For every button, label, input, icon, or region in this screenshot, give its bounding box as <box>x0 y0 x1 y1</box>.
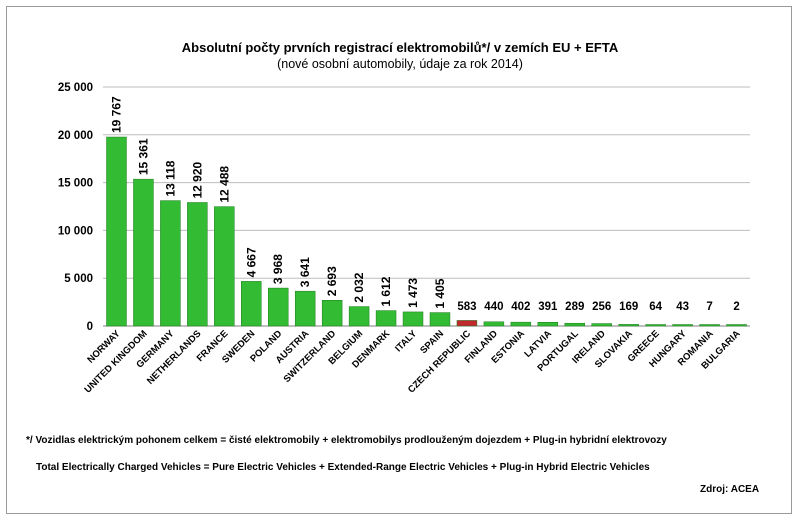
bar <box>672 324 693 327</box>
y-tick-label: 10 000 <box>58 225 93 237</box>
bar <box>483 321 505 327</box>
source-label: Zdroj: ACEA <box>700 484 760 495</box>
bar <box>321 300 343 327</box>
y-tick-label: 15 000 <box>58 178 93 190</box>
bar <box>726 324 747 327</box>
bar <box>456 320 478 327</box>
data-label: 7 <box>706 301 712 313</box>
bar <box>160 200 181 327</box>
bar <box>133 178 154 327</box>
data-label: 583 <box>457 301 476 313</box>
data-label: 1 473 <box>406 278 420 308</box>
bar <box>268 287 289 327</box>
bar <box>618 324 639 327</box>
bar <box>591 323 612 327</box>
bar <box>402 311 424 327</box>
chart-subtitle: (nové osobní automobily, údaje za rok 20… <box>277 57 523 71</box>
data-label: 2 <box>733 301 739 313</box>
footnote-cz: */ Vozidlas elektrickým pohonem celkem =… <box>26 435 667 446</box>
data-label: 3 641 <box>298 257 312 287</box>
data-label: 402 <box>511 301 530 313</box>
data-label: 2 693 <box>325 266 339 296</box>
data-label: 1 405 <box>433 278 447 308</box>
data-label: 1 612 <box>379 276 393 306</box>
data-label: 43 <box>676 301 689 313</box>
data-label: 169 <box>619 301 638 313</box>
data-label: 289 <box>565 301 584 313</box>
bar <box>429 312 451 327</box>
footnote-en: Total Electrically Charged Vehicles = Pu… <box>36 462 650 473</box>
bar <box>564 322 585 327</box>
bar <box>294 290 316 327</box>
data-label: 256 <box>592 301 611 313</box>
bar <box>214 206 235 327</box>
bar <box>699 324 720 327</box>
bar <box>106 136 127 327</box>
y-tick-label: 25 000 <box>58 82 93 94</box>
bar <box>537 322 559 327</box>
data-label: 440 <box>484 301 503 313</box>
x-tick-label: ITALY <box>393 328 420 355</box>
data-label: 64 <box>649 301 662 313</box>
data-label: 3 968 <box>271 254 285 284</box>
data-label: 19 767 <box>109 96 123 133</box>
y-tick-label: 20 000 <box>58 130 93 142</box>
bar <box>348 306 370 327</box>
bar <box>510 321 532 327</box>
bar <box>187 202 208 327</box>
chart-title: Absolutní počty prvních registrací elekt… <box>181 40 619 55</box>
y-tick-label: 5 000 <box>64 273 93 285</box>
bar <box>645 324 666 327</box>
data-label: 15 361 <box>136 138 150 175</box>
y-tick-label: 0 <box>87 321 93 333</box>
data-label: 13 118 <box>163 160 177 196</box>
bar <box>375 310 397 327</box>
data-label: 391 <box>538 301 558 313</box>
data-label: 12 920 <box>190 161 204 198</box>
data-label: 4 667 <box>244 247 258 277</box>
bar <box>241 281 262 327</box>
data-label: 2 032 <box>352 272 366 302</box>
data-label: 12 488 <box>217 166 231 203</box>
